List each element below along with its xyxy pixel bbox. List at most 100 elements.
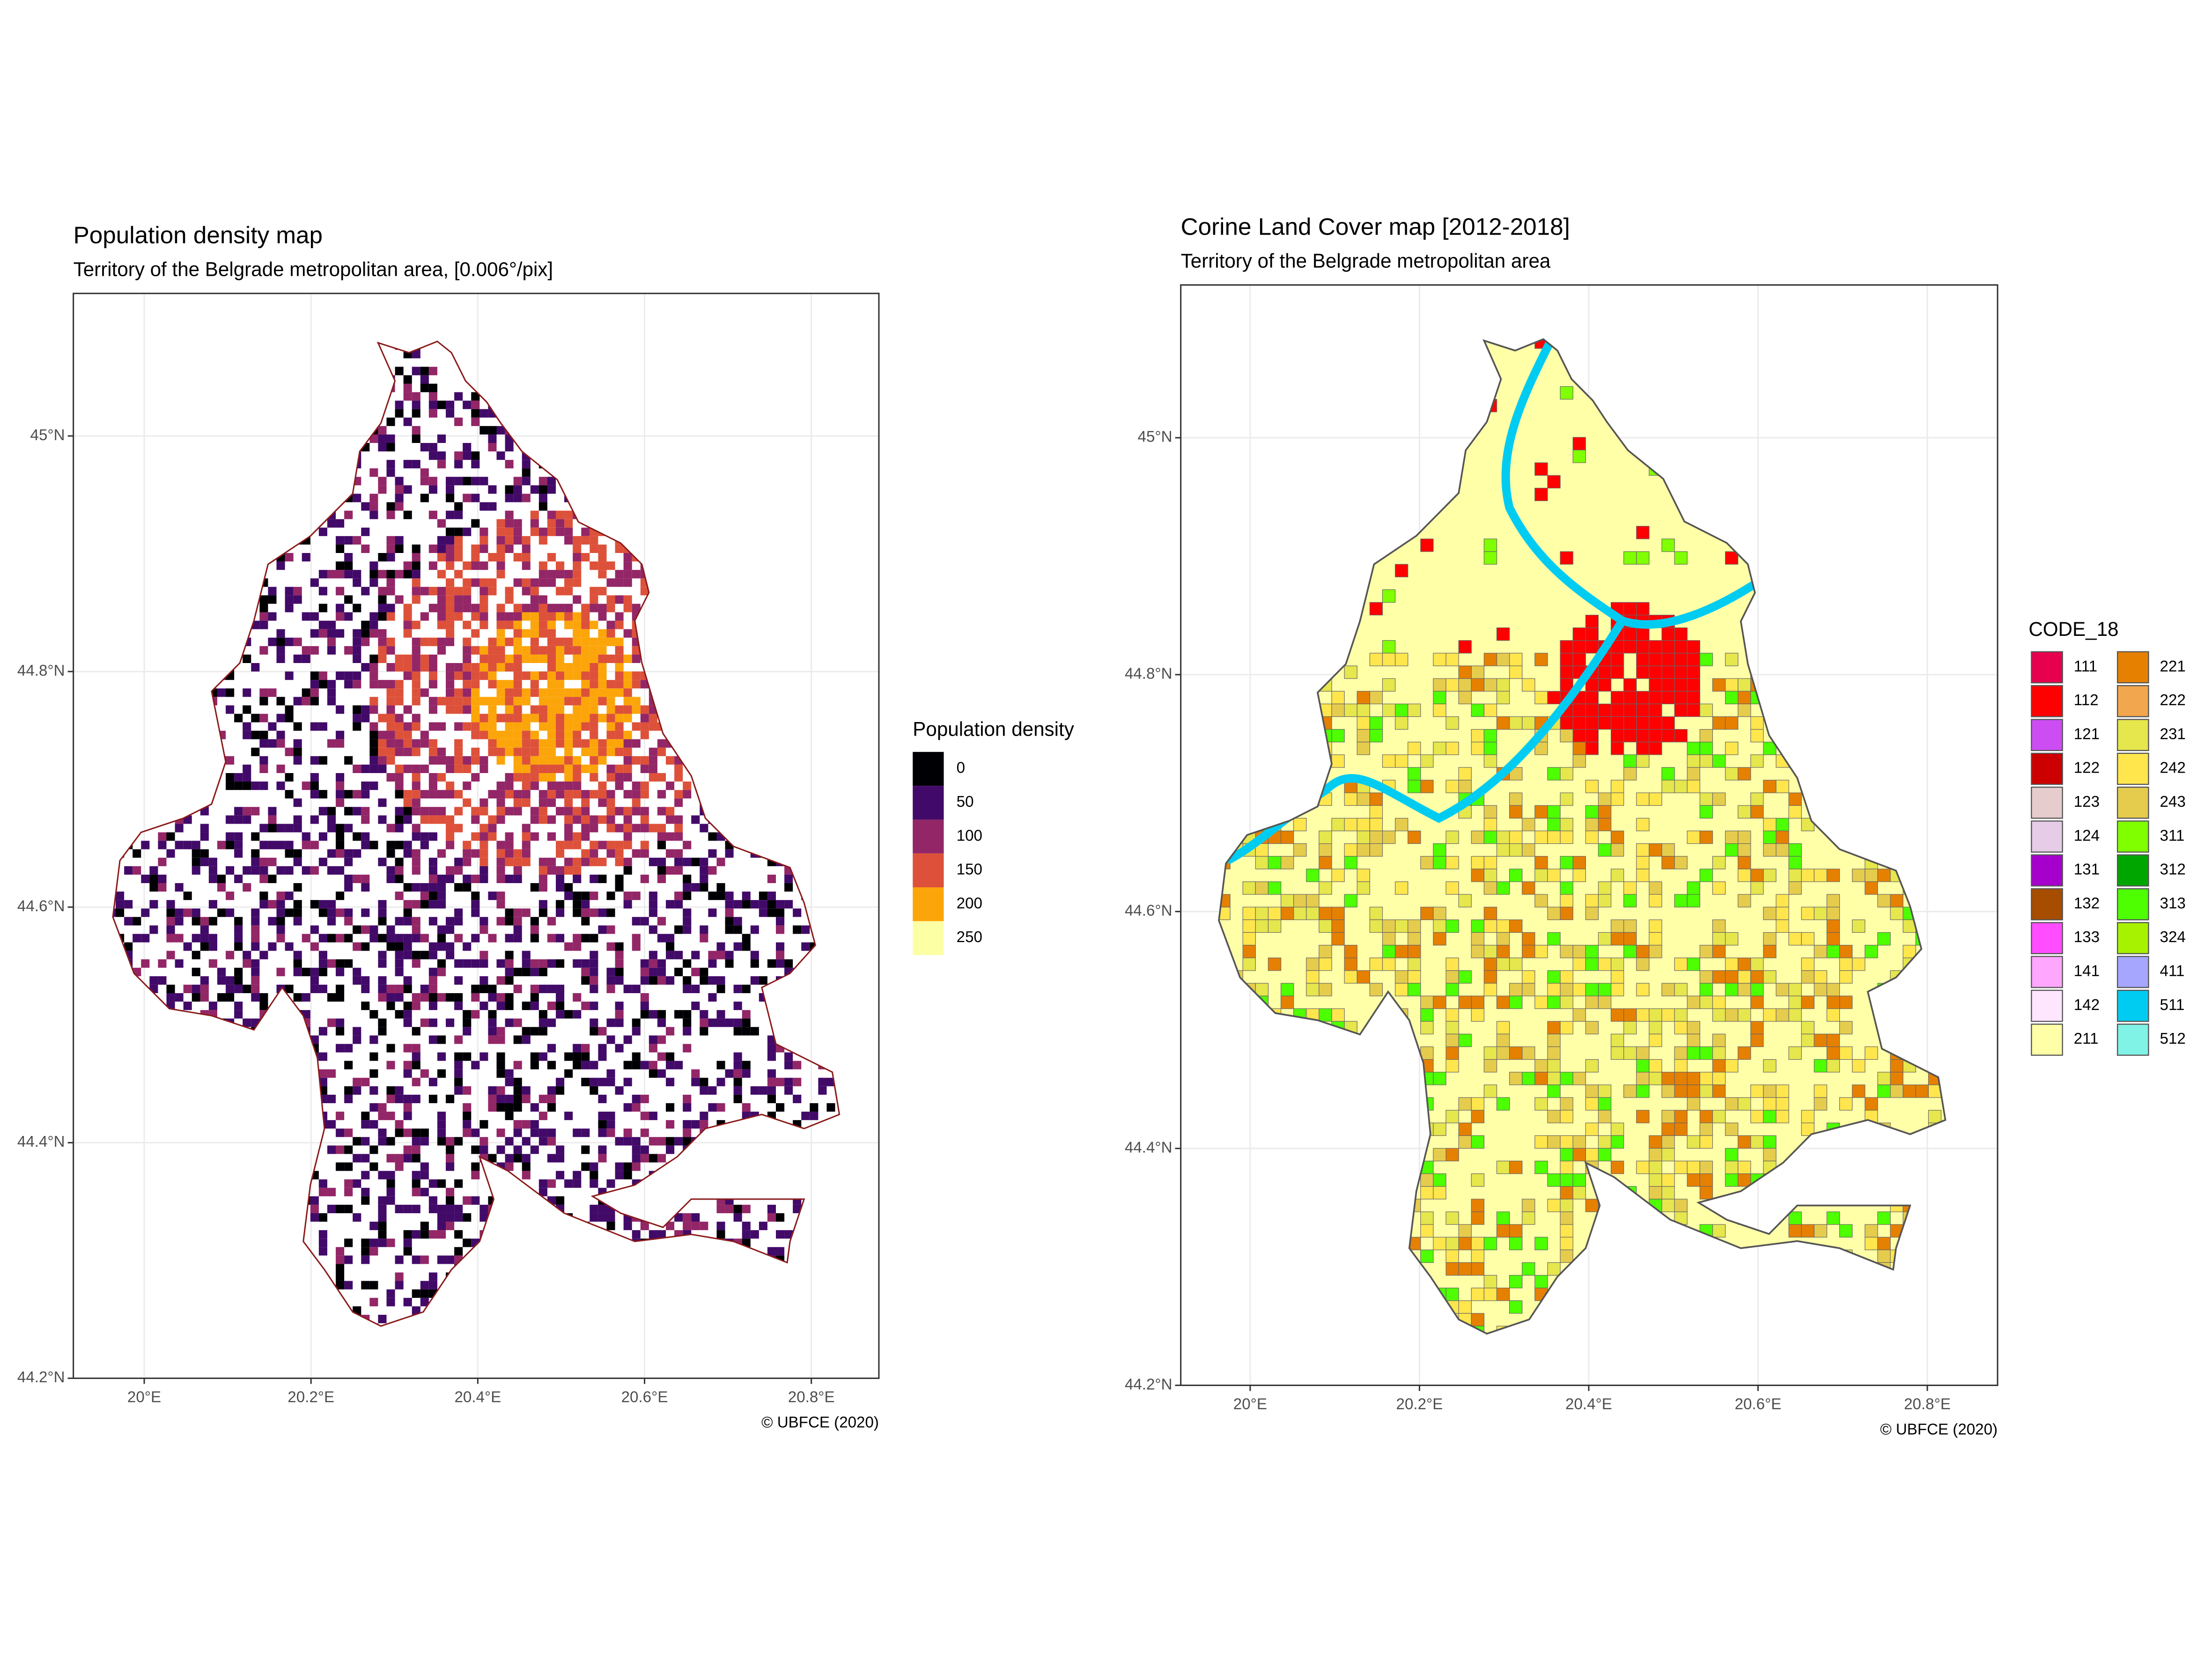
density-cell — [268, 900, 277, 909]
density-cell — [344, 1086, 353, 1095]
density-cell — [310, 671, 319, 680]
density-cell — [471, 477, 480, 486]
density-cell — [412, 654, 420, 663]
density-cell — [522, 553, 531, 562]
density-cell — [175, 824, 184, 833]
density-cell — [683, 883, 692, 892]
density-cell — [590, 714, 598, 723]
density-cell — [437, 519, 446, 528]
density-cell — [361, 874, 370, 883]
density-cell — [310, 866, 319, 875]
density-cell — [666, 942, 675, 951]
density-cell — [590, 1213, 598, 1222]
density-cell — [488, 815, 497, 824]
density-cell — [759, 1222, 767, 1231]
density-cell — [742, 1018, 751, 1027]
density-cell — [327, 688, 336, 697]
density-cell — [606, 722, 615, 731]
density-cell — [446, 604, 455, 612]
density-cell — [598, 553, 607, 562]
density-cell — [776, 1230, 785, 1239]
land-patch — [1369, 729, 1383, 743]
density-cell — [412, 934, 420, 943]
density-cell — [395, 697, 404, 706]
density-cell — [251, 782, 260, 790]
density-cell — [606, 798, 615, 807]
density-cell — [598, 688, 607, 697]
density-cell — [369, 629, 378, 638]
density-cell — [623, 739, 632, 748]
density-cell — [530, 688, 539, 697]
land-patch — [1572, 729, 1586, 743]
density-cell — [259, 739, 268, 748]
density-cell — [412, 739, 420, 748]
density-cell — [327, 993, 336, 1002]
density-cell — [810, 1112, 818, 1121]
density-cell — [700, 1120, 708, 1129]
density-cell — [412, 764, 420, 773]
density-cell — [226, 892, 235, 900]
density-cell — [395, 1204, 404, 1213]
density-cell — [708, 908, 717, 917]
density-cell — [471, 629, 480, 638]
density-cell — [674, 857, 683, 866]
density-cell — [716, 883, 725, 892]
density-cell — [657, 959, 666, 968]
density-cell — [454, 705, 463, 714]
density-cell — [496, 714, 505, 723]
land-patch — [1649, 653, 1662, 666]
density-cell — [632, 646, 641, 655]
density-cell — [581, 1044, 590, 1053]
density-cell — [505, 654, 514, 663]
density-cell — [615, 874, 624, 883]
land-patch — [1560, 386, 1573, 400]
density-cell — [446, 790, 455, 799]
density-cell — [293, 908, 302, 917]
density-cell — [564, 773, 573, 782]
density-cell — [454, 671, 463, 680]
density-cell — [556, 587, 565, 596]
density-cell — [649, 1137, 657, 1146]
density-cell — [395, 502, 404, 511]
density-cell — [386, 460, 395, 469]
density-cell — [412, 1052, 420, 1061]
land-patch — [1623, 640, 1637, 654]
density-cell — [302, 967, 310, 976]
density-cell — [454, 510, 463, 519]
density-cell — [353, 807, 361, 816]
density-cell — [556, 510, 565, 519]
density-cell — [149, 900, 158, 909]
land-patch — [1674, 640, 1688, 654]
density-cell — [573, 908, 582, 917]
density-cell — [598, 697, 607, 706]
density-cell — [395, 993, 404, 1002]
density-cell — [471, 705, 480, 714]
density-cell — [420, 807, 429, 816]
density-cell — [259, 866, 268, 875]
density-cell — [522, 688, 531, 697]
density-cell — [581, 798, 590, 807]
density-cell — [192, 849, 200, 858]
density-cell — [403, 383, 412, 392]
density-cell — [369, 612, 378, 621]
density-cell — [293, 697, 302, 706]
density-cell — [700, 1222, 708, 1231]
density-cell — [437, 756, 446, 765]
density-cell — [437, 544, 446, 553]
density-cell — [556, 807, 565, 816]
density-cell — [141, 874, 150, 883]
density-cell — [522, 494, 531, 502]
density-cell — [403, 1002, 412, 1010]
land-patch — [1572, 640, 1586, 654]
density-cell — [395, 824, 404, 833]
density-cell — [412, 1094, 420, 1103]
x-tick-label: 20.2°E — [288, 1388, 334, 1406]
density-cell — [378, 984, 387, 993]
land-patch — [1610, 703, 1624, 717]
land-patch — [1420, 780, 1434, 793]
density-cell — [428, 832, 437, 841]
density-cell — [378, 1230, 387, 1239]
density-cell — [268, 688, 277, 697]
land-patch — [1636, 665, 1650, 679]
density-cell — [683, 857, 692, 866]
